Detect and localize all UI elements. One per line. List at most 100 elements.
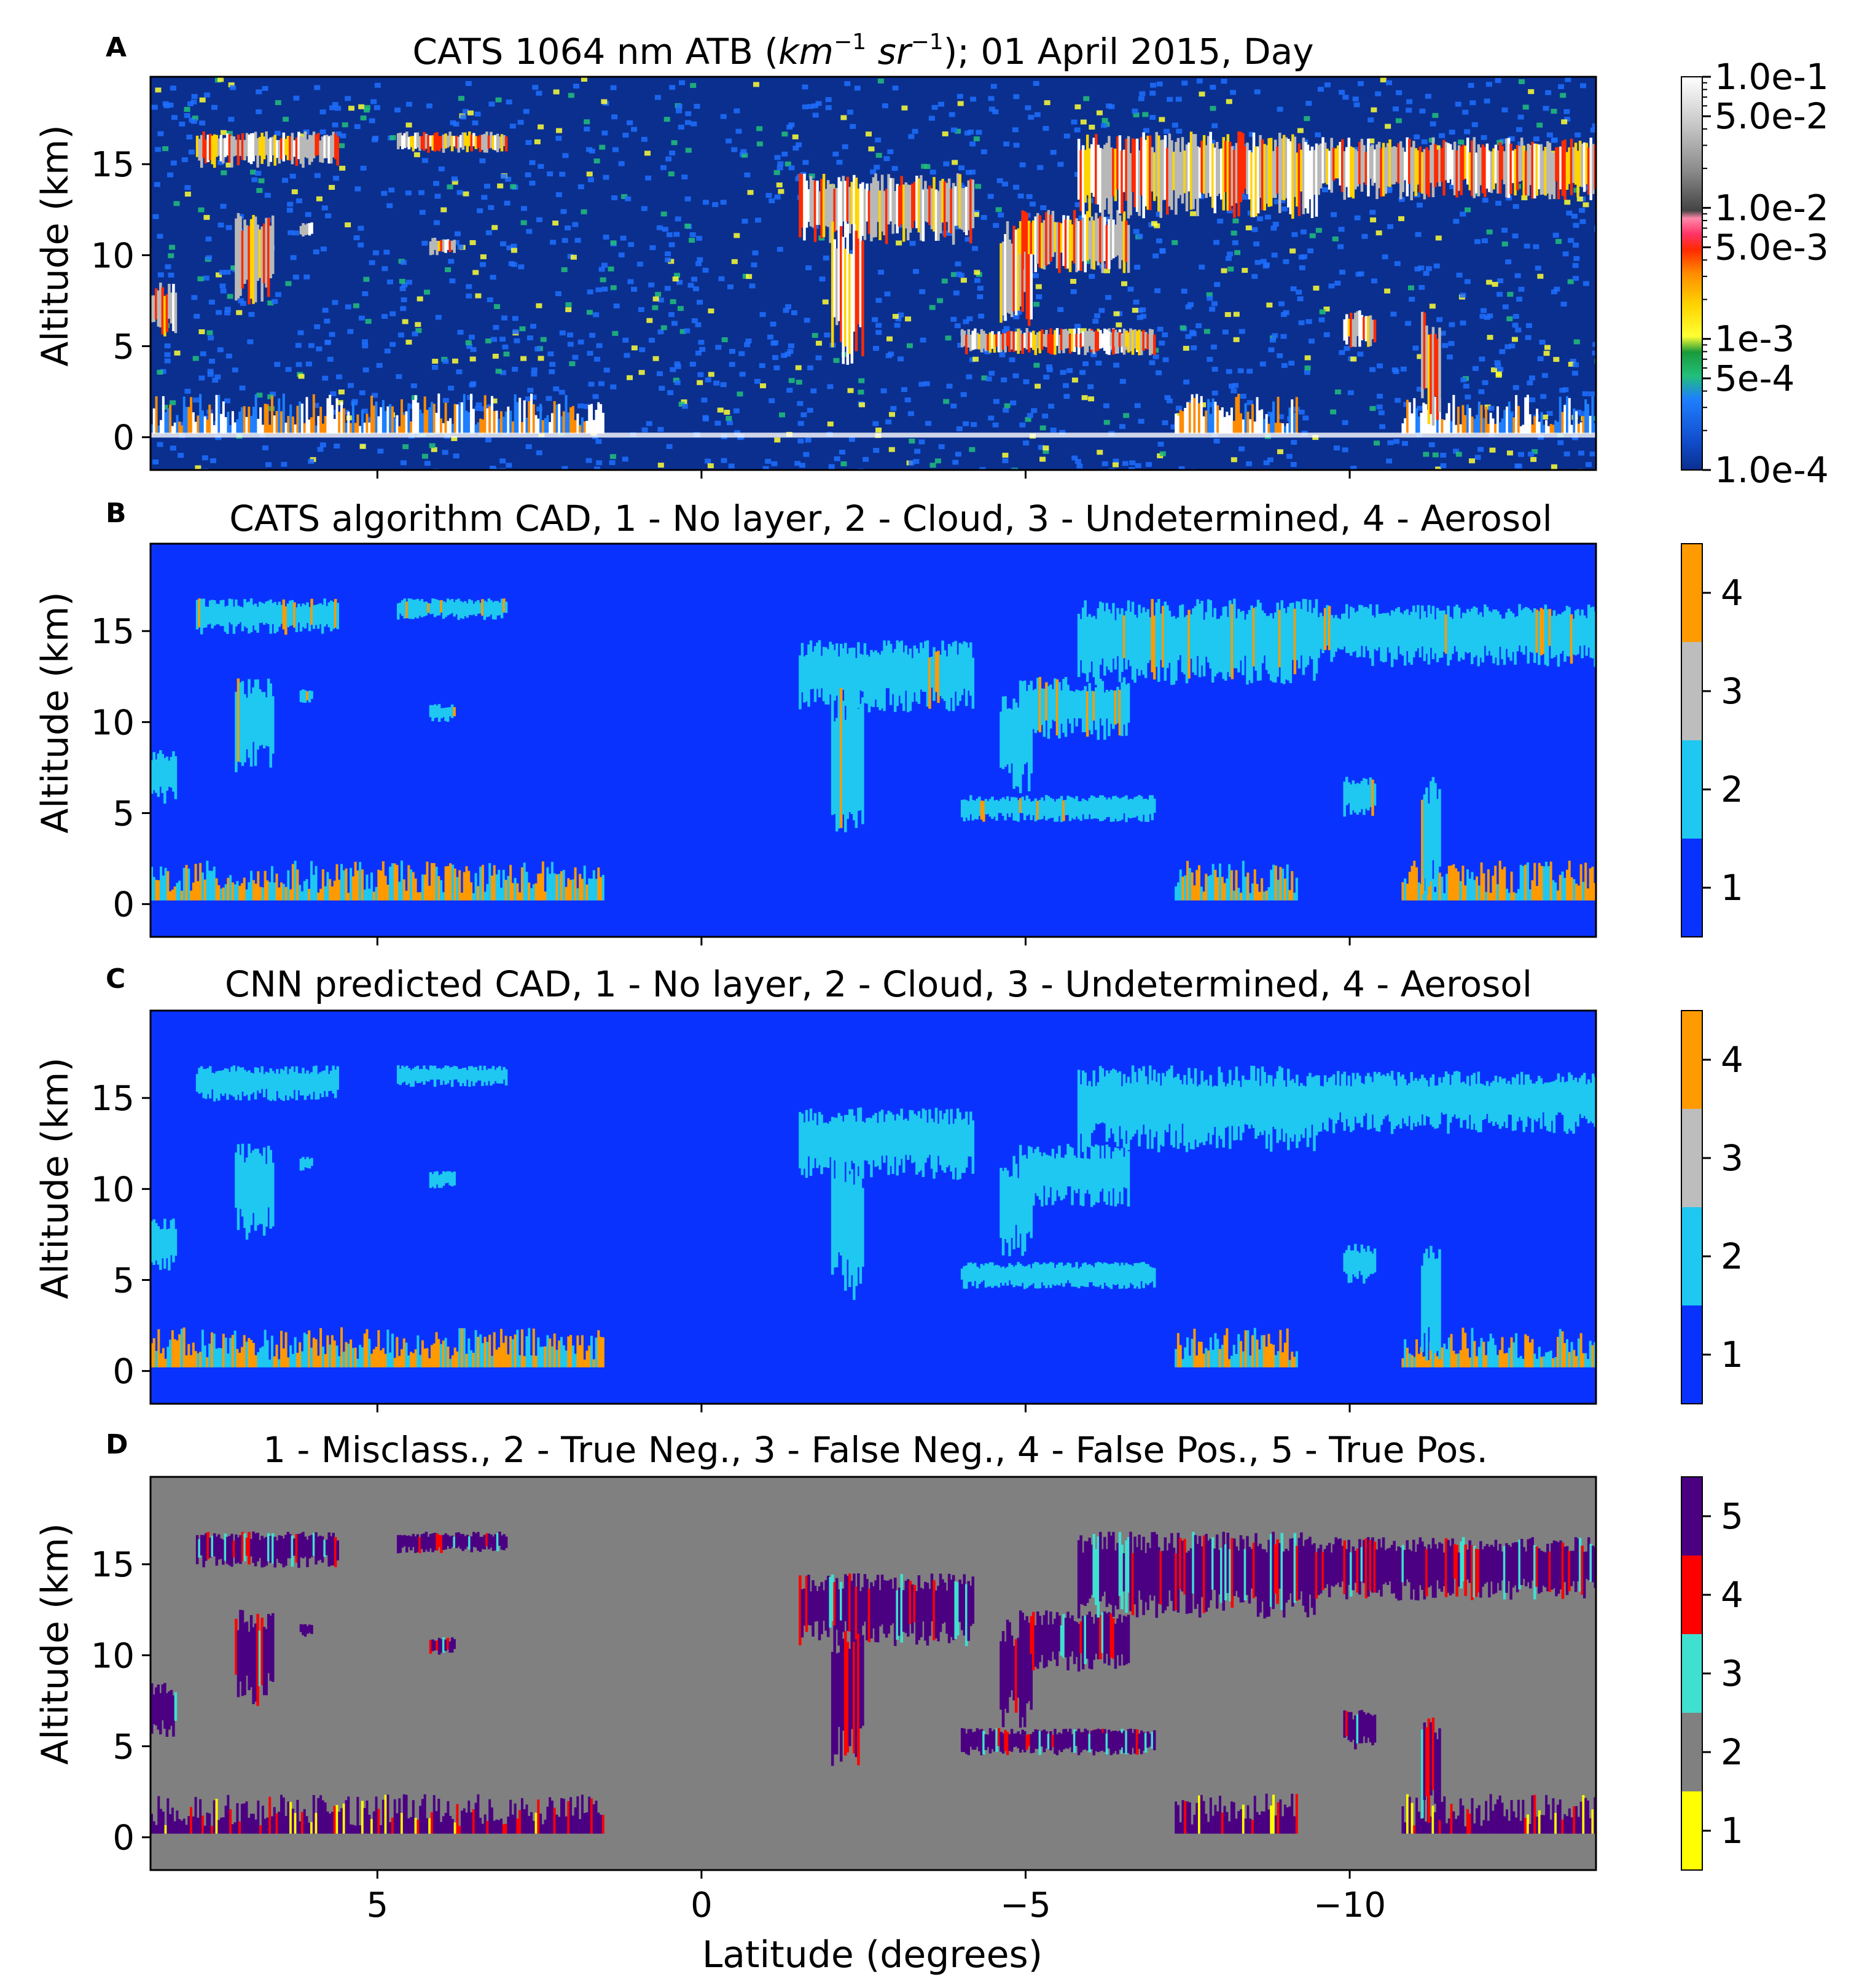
layer-mark <box>315 605 318 625</box>
layer-mark <box>1103 1076 1106 1124</box>
boundary-layer-mark <box>600 877 603 901</box>
layer-mark <box>477 1070 480 1081</box>
atb-speckle <box>1568 238 1575 243</box>
layer-mark <box>967 801 971 821</box>
atb-speckle <box>952 460 959 465</box>
layer-mark <box>904 182 908 229</box>
layer-mark <box>1164 601 1167 681</box>
layer-mark <box>1090 617 1093 662</box>
layer-mark <box>504 1069 508 1086</box>
layer-mark <box>1425 147 1428 195</box>
boundary-layer-mark <box>393 863 396 901</box>
atb-speckle <box>1060 370 1066 375</box>
layer-mark <box>1390 1070 1394 1134</box>
layer-mark <box>967 648 971 691</box>
boundary-layer-mark <box>1211 864 1215 901</box>
boundary-layer-mark <box>1522 866 1525 901</box>
boundary-layer-mark <box>1181 876 1184 901</box>
layer-mark <box>299 1158 303 1171</box>
atb-speckle <box>536 303 542 308</box>
layer-mark <box>1352 147 1355 199</box>
layer-mark <box>286 1074 290 1100</box>
layer-mark <box>1045 1264 1048 1288</box>
layer-mark <box>267 1146 270 1208</box>
layer-mark <box>306 1157 309 1168</box>
boundary-layer-mark <box>261 1346 264 1368</box>
atb-speckle <box>1106 103 1113 109</box>
boundary-layer-mark <box>421 413 424 434</box>
layer-mark <box>321 1071 324 1098</box>
layer-mark <box>1352 1073 1355 1130</box>
y-tick-label: 15 <box>91 612 135 652</box>
layer-mark <box>174 756 178 799</box>
layer-mark <box>1246 1080 1249 1125</box>
boundary-layer-mark <box>164 867 167 901</box>
boundary-layer-mark <box>1295 1351 1298 1368</box>
layer-mark <box>490 600 493 615</box>
atb-speckle <box>1516 127 1523 132</box>
layer-mark <box>1049 684 1052 729</box>
layer-mark <box>1105 800 1109 813</box>
layer-mark <box>1363 607 1366 657</box>
atb-speckle <box>531 371 538 377</box>
layer-mark <box>1514 149 1517 196</box>
layer-mark <box>1369 604 1372 659</box>
layer-mark <box>855 1121 858 1160</box>
boundary-layer-mark <box>1468 879 1471 901</box>
layer-mark <box>245 697 249 749</box>
layer-mark <box>1267 138 1270 207</box>
atb-speckle <box>1281 206 1288 212</box>
atb-speckle <box>1321 187 1328 192</box>
boundary-layer-mark <box>310 1347 313 1368</box>
atb-speckle <box>1050 149 1057 155</box>
layer-mark <box>237 605 240 624</box>
layer-mark <box>1181 136 1184 204</box>
boundary-layer-mark <box>574 420 577 434</box>
atb-speckle <box>340 133 346 139</box>
layer-mark <box>1125 611 1128 670</box>
atb-speckle <box>1025 417 1031 422</box>
atb-speckle <box>972 356 979 362</box>
boundary-layer-mark <box>238 1352 241 1368</box>
layer-mark <box>930 188 934 230</box>
atb-speckle <box>1460 292 1466 298</box>
layer-mark <box>1393 1079 1396 1129</box>
atb-speckle <box>1386 188 1393 194</box>
layer-mark <box>1538 1076 1541 1118</box>
atb-speckle <box>1398 197 1405 202</box>
layer-mark <box>1520 137 1524 181</box>
layer-mark <box>295 1066 299 1100</box>
layer-mark <box>809 176 813 227</box>
atb-speckle <box>479 262 486 267</box>
layer-mark <box>1414 1078 1418 1127</box>
layer-mark <box>206 135 209 162</box>
boundary-layer-mark <box>1226 412 1229 434</box>
layer-mark <box>1449 1084 1452 1123</box>
boundary-layer-mark <box>523 863 526 901</box>
boundary-layer-mark <box>384 875 387 901</box>
layer-mark <box>308 223 311 236</box>
layer-mark <box>1090 691 1093 735</box>
atb-speckle <box>485 437 491 443</box>
boundary-layer-mark <box>1522 425 1525 434</box>
layer-mark <box>224 606 227 632</box>
layer-mark <box>1103 333 1106 350</box>
atb-speckle <box>677 306 684 311</box>
layer-mark <box>907 1121 910 1160</box>
atb-speckle <box>1375 230 1382 236</box>
layer-mark <box>436 705 439 718</box>
boundary-layer-mark <box>1438 398 1441 434</box>
boundary-layer-mark <box>1422 402 1425 434</box>
atb-speckle <box>364 108 370 113</box>
atb-speckle <box>1028 114 1035 120</box>
atb-speckle <box>848 437 855 442</box>
layer-mark <box>1051 799 1055 818</box>
atb-speckle <box>160 369 166 374</box>
atb-speckle <box>1566 210 1573 216</box>
atb-speckle <box>472 270 479 275</box>
boundary-layer-mark <box>583 866 586 901</box>
layer-mark <box>1116 1073 1119 1147</box>
layer-mark <box>1269 1075 1273 1152</box>
colorbar-tick-label: 1.0e-1 <box>1715 56 1829 98</box>
layer-mark <box>1477 614 1481 667</box>
